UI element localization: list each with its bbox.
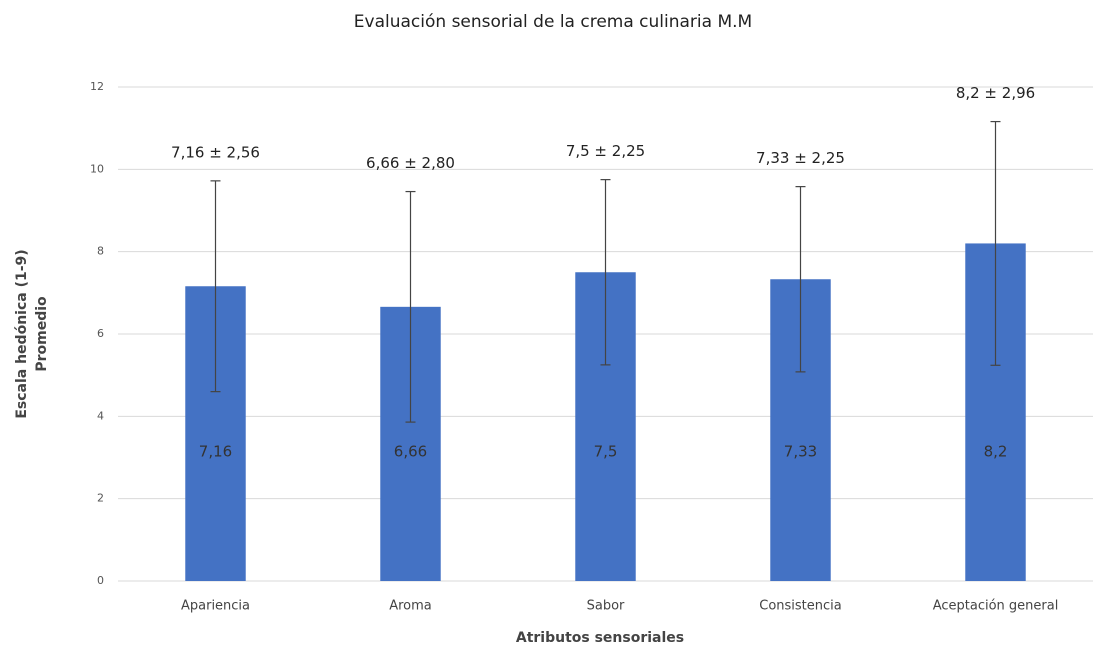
- error-label: 7,33 ± 2,25: [756, 149, 845, 167]
- error-label: 7,16 ± 2,56: [171, 143, 260, 161]
- data-label: 7,5: [594, 443, 618, 461]
- error-label: 6,66 ± 2,80: [366, 154, 455, 172]
- data-label: 7,33: [784, 443, 817, 461]
- x-tick-label: Sabor: [587, 599, 625, 614]
- y-tick-label: 8: [97, 245, 104, 258]
- data-label: 7,16: [199, 443, 232, 461]
- y-tick-label: 0: [97, 574, 104, 587]
- y-axis-title: Escala hedónica (1-9) Promedio: [14, 249, 50, 418]
- y-tick-label: 10: [90, 162, 104, 175]
- y-tick-label: 2: [97, 492, 104, 505]
- y-tick-label: 4: [97, 409, 104, 422]
- data-label: 8,2: [984, 443, 1008, 461]
- x-tick-label: Apariencia: [181, 599, 250, 614]
- chart-title: Evaluación sensorial de la crema culinar…: [354, 12, 752, 32]
- x-tick-label: Aceptación general: [933, 599, 1059, 614]
- error-label: 7,5 ± 2,25: [566, 142, 645, 160]
- data-label: 6,66: [394, 443, 427, 461]
- y-axis-title-line: Promedio: [34, 296, 50, 372]
- y-tick-label: 12: [90, 80, 104, 93]
- y-axis-title-line: Escala hedónica (1-9): [14, 249, 30, 418]
- x-axis-title: Atributos sensoriales: [516, 630, 684, 646]
- y-tick-label: 6: [97, 327, 104, 340]
- x-tick-label: Aroma: [389, 599, 432, 614]
- error-label: 8,2 ± 2,96: [956, 84, 1035, 102]
- x-tick-label: Consistencia: [759, 599, 842, 614]
